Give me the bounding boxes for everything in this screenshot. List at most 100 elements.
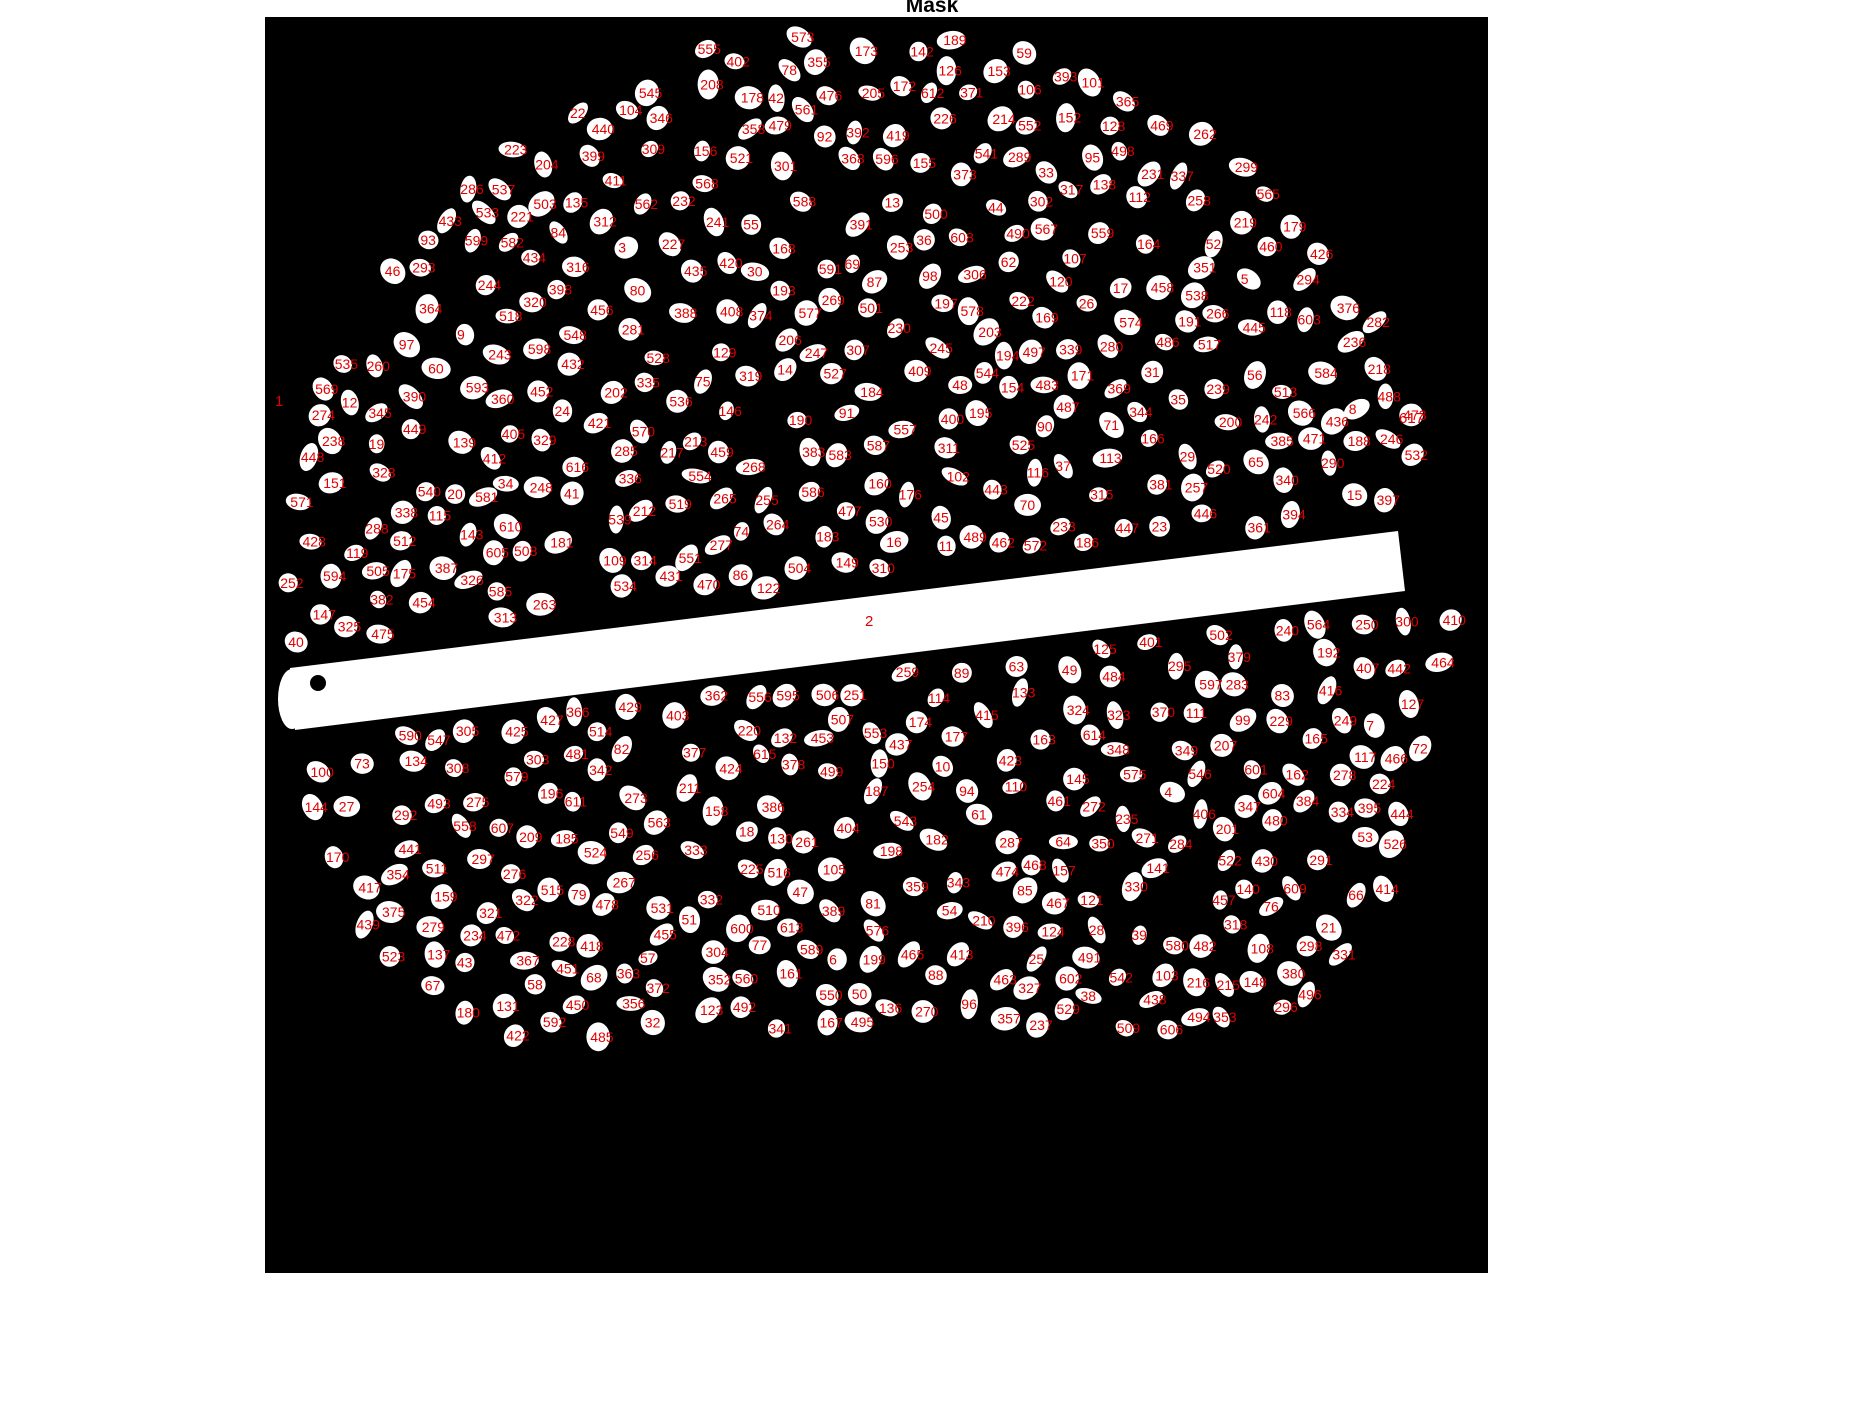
particle-label: 48 (952, 377, 968, 393)
particle-label: 302 (1030, 193, 1054, 209)
particle-label: 395 (1358, 800, 1382, 816)
particle-blob (1013, 976, 1040, 1000)
particle-blob (1111, 141, 1128, 161)
particle-label: 329 (533, 432, 557, 448)
particle-blob (819, 899, 841, 923)
particle-blob (306, 761, 331, 783)
particle-label: 314 (634, 553, 658, 569)
particle-label: 179 (1283, 219, 1307, 235)
particle-label: 410 (1443, 612, 1467, 628)
particle-blob (645, 979, 664, 998)
particle-label: 285 (614, 443, 638, 459)
particle-blob (1380, 746, 1405, 772)
particle-blob (983, 479, 1002, 500)
particle-label: 524 (584, 845, 608, 861)
particle-blob (817, 259, 836, 279)
particle-label: 387 (435, 560, 459, 576)
particle-blob (813, 125, 836, 148)
particle-blob (629, 419, 650, 444)
particle-label: 470 (697, 576, 721, 592)
particle-blob (1088, 222, 1110, 245)
particle-blob (547, 279, 567, 300)
particle-blob (1204, 378, 1225, 400)
particle-blob (1272, 384, 1292, 399)
particle-label: 606 (1160, 1022, 1184, 1038)
particle-label: 612 (921, 85, 945, 101)
particle-blob (475, 274, 496, 296)
particle-blob (869, 558, 890, 578)
particle-label: 254 (912, 778, 936, 794)
particle-blob (536, 706, 560, 734)
particle-label: 241 (706, 214, 730, 230)
particle-blob (859, 945, 882, 973)
particle-label: 563 (648, 815, 672, 831)
particle-label: 87 (867, 274, 883, 290)
particle-blob (568, 102, 588, 124)
particle-label: 347 (1238, 798, 1262, 814)
particle-blob (662, 702, 686, 729)
particle-label: 611 (565, 794, 588, 810)
particle-label: 575 (1123, 766, 1147, 782)
particle-blob (1054, 997, 1075, 1021)
particle-blob (1282, 876, 1301, 901)
particle-label: 197 (934, 295, 958, 311)
particle-blob (1053, 394, 1075, 419)
particle-label: 28 (1089, 922, 1105, 938)
particle-label: 5 (1241, 271, 1249, 287)
particle-label: 173 (855, 43, 879, 59)
particle-label: 127 (1401, 696, 1425, 712)
particle-blob (467, 848, 492, 870)
particle-label: 342 (589, 762, 613, 778)
particle-label: 194 (996, 348, 1020, 364)
particle-blob (1258, 781, 1282, 805)
particle-blob (485, 389, 513, 409)
particle-blob (716, 299, 740, 324)
particle-blob (615, 100, 639, 120)
particle-label: 425 (505, 724, 529, 740)
particle-label: 186 (1076, 534, 1100, 550)
particle-label: 527 (824, 366, 848, 382)
particle-label: 375 (382, 904, 406, 920)
particle-label: 275 (466, 794, 490, 810)
particle-blob (655, 565, 680, 587)
particle-label: 371 (960, 84, 984, 100)
particle-label: 307 (846, 342, 870, 358)
particle-label: 378 (782, 757, 806, 773)
particle-label: 62 (1001, 254, 1017, 270)
particle-label: 120 (1049, 274, 1073, 290)
particle-label: 123 (700, 1002, 724, 1018)
particle-label: 511 (426, 860, 449, 876)
particle-label: 477 (838, 503, 862, 519)
particle-label: 528 (647, 350, 671, 366)
particle-label: 36 (916, 232, 932, 248)
particle-blob (634, 79, 659, 107)
particle-label: 496 (1298, 987, 1322, 1003)
particle-blob (919, 828, 948, 851)
particle-blob (882, 123, 906, 148)
particle-blob (524, 974, 546, 995)
particle-label: 494 (1187, 1009, 1211, 1025)
particle-label: 338 (395, 504, 419, 520)
particle-label: 155 (913, 155, 937, 171)
particle-label: 540 (418, 484, 442, 500)
particle-label: 284 (1169, 836, 1193, 852)
particle-label: 570 (632, 424, 656, 440)
particle-blob (1217, 849, 1236, 872)
particle-blob (740, 262, 770, 281)
particle-blob (1253, 406, 1271, 433)
particle-blob (1126, 186, 1147, 209)
particle-label: 112 (1129, 189, 1152, 205)
particle-blob (1273, 999, 1292, 1015)
particle-blob (1354, 798, 1378, 818)
particle-blob (1223, 915, 1241, 934)
particle-label: 253 (890, 240, 914, 256)
particle-blob (1150, 702, 1169, 722)
particle-label: 235 (1115, 811, 1139, 827)
particle-blob (615, 469, 639, 487)
particle-blob (1131, 828, 1156, 848)
particle-blob (791, 97, 814, 123)
particle-label: 74 (734, 523, 750, 539)
particle-label: 552 (1018, 118, 1042, 134)
particle-blob (366, 624, 393, 644)
particle-blob (1089, 835, 1110, 852)
